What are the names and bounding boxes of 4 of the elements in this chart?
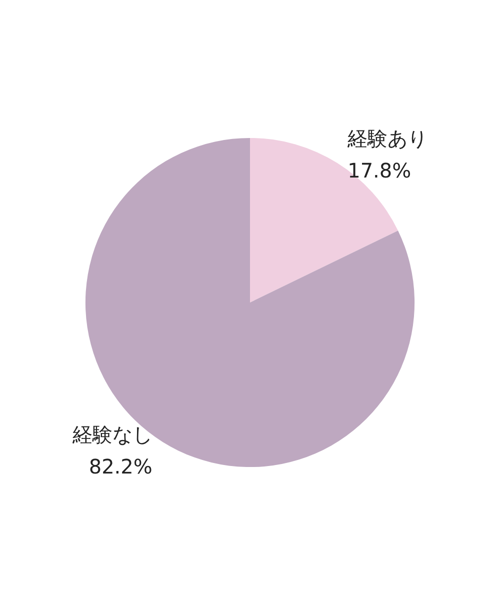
data-label: 82.2% xyxy=(88,454,152,478)
data-label: 17.8% xyxy=(348,158,412,183)
slice-label: 経験なし xyxy=(71,422,152,446)
slice-label: 経験あり xyxy=(346,126,428,151)
